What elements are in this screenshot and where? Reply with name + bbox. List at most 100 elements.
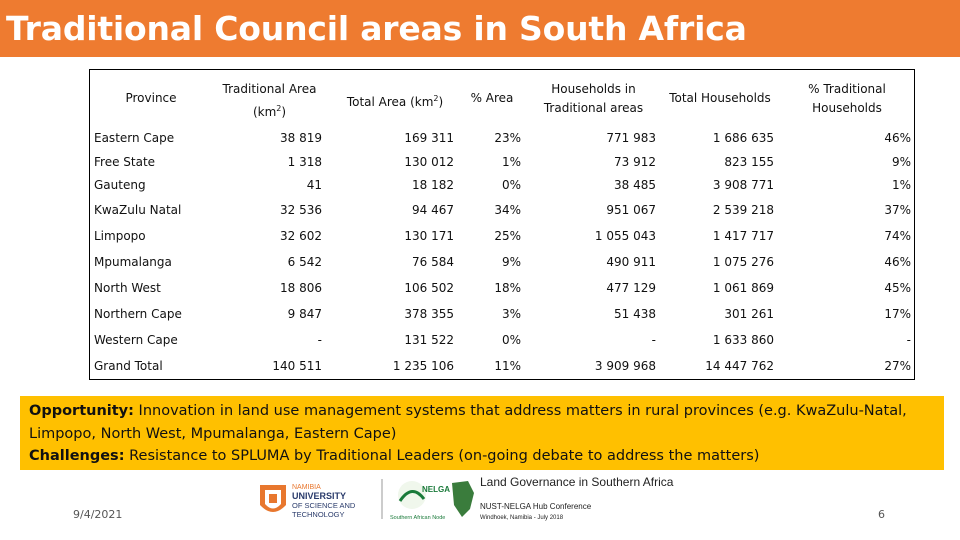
cell-total-households: 301 261 xyxy=(724,307,774,321)
nust-name-line3: OF SCIENCE AND xyxy=(292,501,356,510)
title-bar: Traditional Council areas in South Afric… xyxy=(0,0,960,57)
header-traditional-area: Traditional Area (km2) xyxy=(212,80,327,122)
page-number: 6 xyxy=(878,508,885,521)
header-total-households: Total Households xyxy=(669,91,771,105)
cell-households-traditional: 73 912 xyxy=(614,155,656,169)
header-pct-traditional-households: % Traditional Households xyxy=(786,80,908,118)
challenges-text: Resistance to SPLUMA by Traditional Lead… xyxy=(124,448,760,464)
header-total-area: Total Area (km2) xyxy=(346,94,444,109)
nust-emblem-icon xyxy=(260,485,286,512)
cell-households-traditional: 771 983 xyxy=(606,131,656,145)
cell-total-area: 1 235 106 xyxy=(392,359,454,373)
africa-map-icon xyxy=(452,481,474,517)
challenges-label: Challenges: xyxy=(29,448,125,464)
cell-traditional-area: - xyxy=(317,333,322,347)
cell-pct-traditional-households: 1% xyxy=(891,178,911,192)
callout-box: Opportunity: Innovation in land use mana… xyxy=(20,396,944,470)
header-pct-traditional-line1: % Traditional xyxy=(808,82,886,96)
cell-province: Free State xyxy=(94,155,156,169)
cell-province: Eastern Cape xyxy=(94,131,175,145)
cell-total-households: 1 633 860 xyxy=(712,333,774,347)
cell-total-area: 94 467 xyxy=(412,203,454,217)
nelga-sub: Southern African Node xyxy=(390,515,445,521)
cell-pct-traditional-households: 27% xyxy=(884,359,911,373)
cell-pct-area: 34% xyxy=(494,203,521,217)
header-traditional-area-line1: Traditional Area xyxy=(222,82,317,96)
cell-pct-traditional-households: 9% xyxy=(891,155,911,169)
cell-province: Mpumalanga xyxy=(94,255,172,269)
cell-total-households: 1 075 276 xyxy=(712,255,774,269)
header-province: Province xyxy=(125,91,177,105)
nust-name-line1: NAMIBIA xyxy=(292,484,321,491)
cell-total-area: 378 355 xyxy=(404,307,454,321)
cell-total-households: 1 417 717 xyxy=(712,229,774,243)
cell-total-area: 169 311 xyxy=(404,131,454,145)
cell-total-area: 131 522 xyxy=(404,333,454,347)
cell-province: Northern Cape xyxy=(94,307,182,321)
cell-province: Grand Total xyxy=(94,359,163,373)
slide-title: Traditional Council areas in South Afric… xyxy=(6,9,747,48)
cell-total-area: 130 012 xyxy=(404,155,454,169)
cell-pct-traditional-households: - xyxy=(906,333,911,347)
cell-traditional-area: 1 318 xyxy=(287,155,322,169)
footer-logos: NAMIBIA UNIVERSITY OF SCIENCE AND TECHNO… xyxy=(254,475,724,523)
cell-pct-area: 0% xyxy=(501,178,521,192)
nelga-emblem-icon xyxy=(398,481,426,509)
footer-date: 9/4/2021 xyxy=(73,508,123,521)
opportunity-text: Innovation in land use management system… xyxy=(133,403,907,419)
cell-households-traditional: 477 129 xyxy=(606,281,656,295)
cell-total-households: 823 155 xyxy=(724,155,774,169)
cell-pct-traditional-households: 37% xyxy=(884,203,911,217)
challenges-line: Challenges: Resistance to SPLUMA by Trad… xyxy=(29,445,759,467)
conference-place: Windhoek, Namibia - July 2018 xyxy=(480,515,564,521)
cell-pct-area: 9% xyxy=(501,255,521,269)
cell-traditional-area: 41 xyxy=(306,178,322,192)
cell-province: KwaZulu Natal xyxy=(94,203,182,217)
cell-households-traditional: 490 911 xyxy=(606,255,656,269)
cell-total-area: 106 502 xyxy=(404,281,454,295)
cell-traditional-area: 18 806 xyxy=(280,281,322,295)
cell-pct-traditional-households: 74% xyxy=(884,229,911,243)
cell-pct-area: 0% xyxy=(501,333,521,347)
cell-traditional-area: 32 602 xyxy=(280,229,322,243)
header-traditional-area-line2: (km2) xyxy=(252,104,287,119)
cell-pct-traditional-households: 17% xyxy=(884,307,911,321)
cell-pct-area: 11% xyxy=(494,359,521,373)
conference-subtitle: NUST-NELGA Hub Conference xyxy=(480,502,592,511)
conference-title: Land Governance in Southern Africa xyxy=(480,475,674,489)
cell-traditional-area: 6 542 xyxy=(287,255,322,269)
cell-province: Gauteng xyxy=(94,178,146,192)
cell-pct-area: 23% xyxy=(494,131,521,145)
cell-province: Limpopo xyxy=(94,229,146,243)
cell-pct-traditional-households: 46% xyxy=(884,131,911,145)
cell-households-traditional: - xyxy=(651,333,656,347)
nelga-name: NELGA xyxy=(422,485,450,494)
opportunity-line: Opportunity: Innovation in land use mana… xyxy=(29,400,907,422)
cell-total-area: 18 182 xyxy=(412,178,454,192)
cell-pct-area: 3% xyxy=(501,307,521,321)
cell-province: Western Cape xyxy=(94,333,178,347)
cell-total-households: 1 061 869 xyxy=(712,281,774,295)
logo-graphic: NAMIBIA UNIVERSITY OF SCIENCE AND TECHNO… xyxy=(260,475,674,521)
cell-total-area: 130 171 xyxy=(404,229,454,243)
cell-province: North West xyxy=(94,281,161,295)
cell-pct-area: 25% xyxy=(494,229,521,243)
opportunity-line-2: Limpopo, North West, Mpumalanga, Eastern… xyxy=(29,426,397,442)
header-households-traditional-line1: Households in xyxy=(551,82,636,96)
cell-pct-area: 18% xyxy=(494,281,521,295)
header-pct-traditional-line2: Households xyxy=(812,101,882,115)
header-pct-area: % Area xyxy=(470,91,514,105)
opportunity-label: Opportunity: xyxy=(29,403,134,419)
cell-households-traditional: 3 909 968 xyxy=(594,359,656,373)
cell-pct-traditional-households: 46% xyxy=(884,255,911,269)
cell-pct-traditional-households: 45% xyxy=(884,281,911,295)
cell-total-households: 1 686 635 xyxy=(712,131,774,145)
cell-traditional-area: 32 536 xyxy=(280,203,322,217)
cell-total-households: 14 447 762 xyxy=(705,359,774,373)
cell-traditional-area: 38 819 xyxy=(280,131,322,145)
cell-traditional-area: 140 511 xyxy=(272,359,322,373)
cell-total-households: 3 908 771 xyxy=(712,178,774,192)
header-households-traditional: Households in Traditional areas xyxy=(531,80,656,118)
nust-name-line2: UNIVERSITY xyxy=(292,491,346,501)
cell-households-traditional: 38 485 xyxy=(614,178,656,192)
